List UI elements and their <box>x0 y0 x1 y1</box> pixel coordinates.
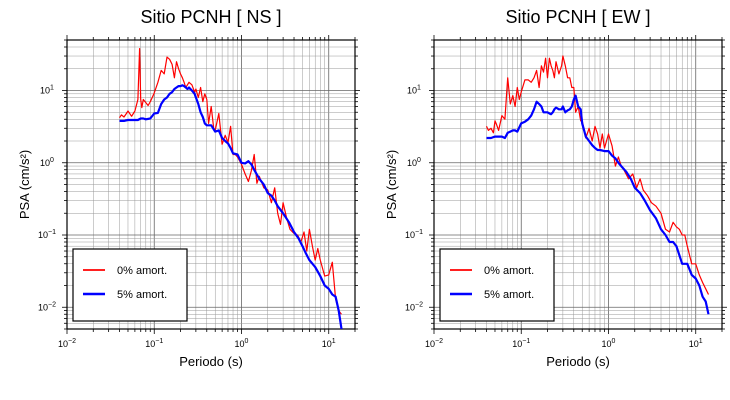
y-tick-label: 101 <box>40 85 54 96</box>
x-tick-label: 100 <box>235 338 249 349</box>
legend-label: 5% amort. <box>117 289 167 301</box>
y-axis-label: PSA (cm/s²) <box>384 150 399 219</box>
y-tick-label: 10−2 <box>38 301 56 312</box>
x-axis-label: Periodo (s) <box>546 354 610 369</box>
y-tick-label: 10−2 <box>405 301 423 312</box>
axis-ticks <box>429 35 727 334</box>
axis-ticks <box>62 35 360 334</box>
chart-panel-0: 10−2 10−1 100 101 10−2 10−1 100 101 Sitio PCNH [… <box>17 7 360 369</box>
legend-label: 0% amort. <box>117 265 167 277</box>
chart-title: Sitio PCNH [ NS ] <box>140 7 281 27</box>
series-line-0-amort- <box>485 55 710 295</box>
y-tick-label: 100 <box>40 157 54 168</box>
x-tick-label: 101 <box>689 338 703 349</box>
x-axis-label: Periodo (s) <box>179 354 243 369</box>
legend-label: 5% amort. <box>484 289 534 301</box>
legend-label: 0% amort. <box>484 265 534 277</box>
legend: 0% amort. 5% amort. <box>72 248 188 322</box>
y-axis-label: PSA (cm/s²) <box>17 150 32 219</box>
y-tick-label: 100 <box>407 157 421 168</box>
x-tick-label: 10−1 <box>145 338 163 349</box>
legend-box <box>439 248 555 322</box>
y-tick-label: 10−1 <box>405 229 423 240</box>
chart-panel-1: 10−2 10−1 100 101 10−2 10−1 100 101 Sitio PCNH [… <box>384 7 727 369</box>
x-tick-label: 101 <box>322 338 336 349</box>
x-tick-label: 10−2 <box>425 338 443 349</box>
y-tick-label: 10−1 <box>38 229 56 240</box>
series-line-5-amort- <box>486 94 710 315</box>
grid <box>434 40 722 329</box>
legend: 0% amort. 5% amort. <box>439 248 555 322</box>
legend-box <box>72 248 188 322</box>
series-line-5-amort- <box>119 84 343 330</box>
x-tick-label: 10−2 <box>58 338 76 349</box>
x-tick-label: 100 <box>602 338 616 349</box>
chart-title: Sitio PCNH [ EW ] <box>505 7 650 27</box>
x-tick-label: 10−1 <box>512 338 530 349</box>
y-tick-label: 101 <box>407 85 421 96</box>
